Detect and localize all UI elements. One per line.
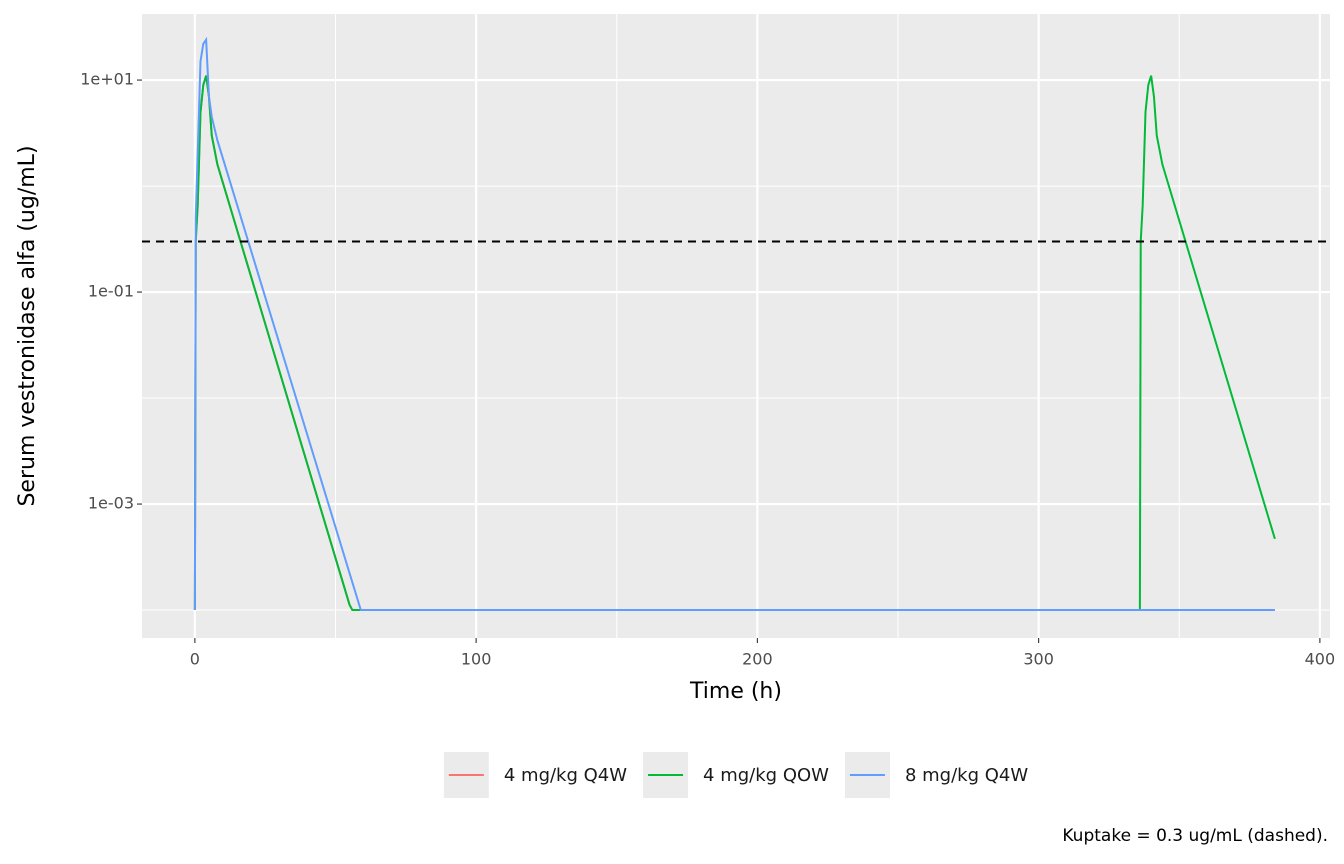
x-tick-label: 300 [1023,650,1054,669]
panel [142,14,1330,638]
x-axis-title: Time (h) [689,679,782,704]
grid [142,14,1330,638]
legend-label: 8 mg/kg Q4W [905,765,1028,786]
series-line [193,36,1275,612]
x-tick-label: 100 [461,650,492,669]
legend-label: 4 mg/kg QOW [703,765,829,786]
legend-item: 8 mg/kg Q4W [844,752,1028,798]
y-tick-label: 1e-03 [88,494,134,513]
legend: 4 mg/kg Q4W 4 mg/kg QOW 8 mg/kg Q4W [443,752,1028,798]
legend-label: 4 mg/kg Q4W [504,765,627,786]
caption: Kuptake = 0.3 ug/mL (dashed). [1062,826,1328,846]
y-tick-label: 1e-01 [88,282,134,301]
x-tick-label: 200 [742,650,773,669]
y-axis-title: Serum vestronidase alfa (ug/mL) [15,145,40,506]
x-tick-label: 400 [1305,650,1336,669]
x-tick-label: 0 [190,650,200,669]
series-line [193,75,1276,612]
legend-item: 4 mg/kg QOW [643,752,829,798]
y-tick-label: 1e+01 [80,70,134,89]
lines [142,36,1330,612]
legend-item: 4 mg/kg Q4W [443,752,627,798]
